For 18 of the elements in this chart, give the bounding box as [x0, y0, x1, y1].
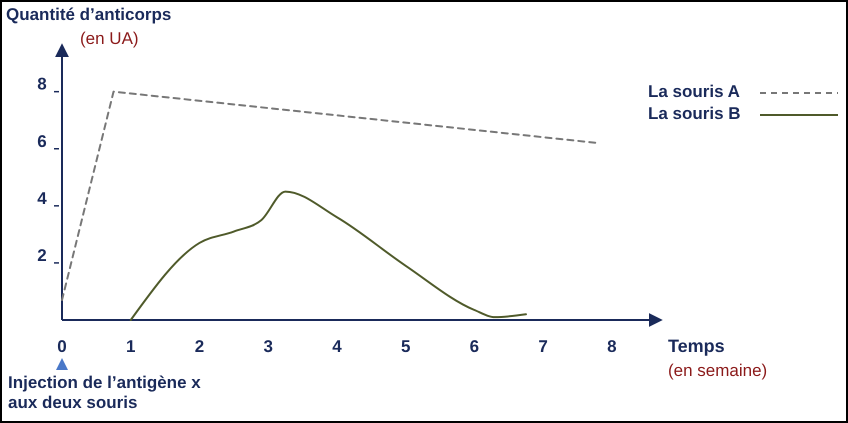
x-tick-label: 3	[263, 337, 273, 356]
x-tick-label: 7	[538, 337, 548, 356]
y-tick-label: 4	[37, 188, 48, 208]
y-axis-title: Quantité d’anticorps (en UA)	[6, 5, 172, 48]
x-tick-label: 5	[400, 337, 410, 356]
y-tick-label: 2	[37, 246, 47, 265]
x-tick-label: 1	[126, 337, 136, 356]
y-tick-label: 8	[37, 74, 47, 94]
y-tick-label: 6	[37, 132, 47, 151]
x-tick-label: 0	[57, 337, 67, 356]
text: Injection de l’antigène x aux deux souris	[8, 373, 202, 412]
legend-label: La souris B	[648, 104, 741, 123]
x-tick-label: 2	[194, 337, 204, 356]
x-axis-title: Temps (en semaine)	[668, 336, 768, 380]
legend-label: La souris A	[648, 82, 740, 101]
x-tick-label: 4	[332, 337, 342, 356]
x-tick-label: 8	[607, 337, 617, 356]
x-tick-label: 6	[470, 337, 480, 356]
